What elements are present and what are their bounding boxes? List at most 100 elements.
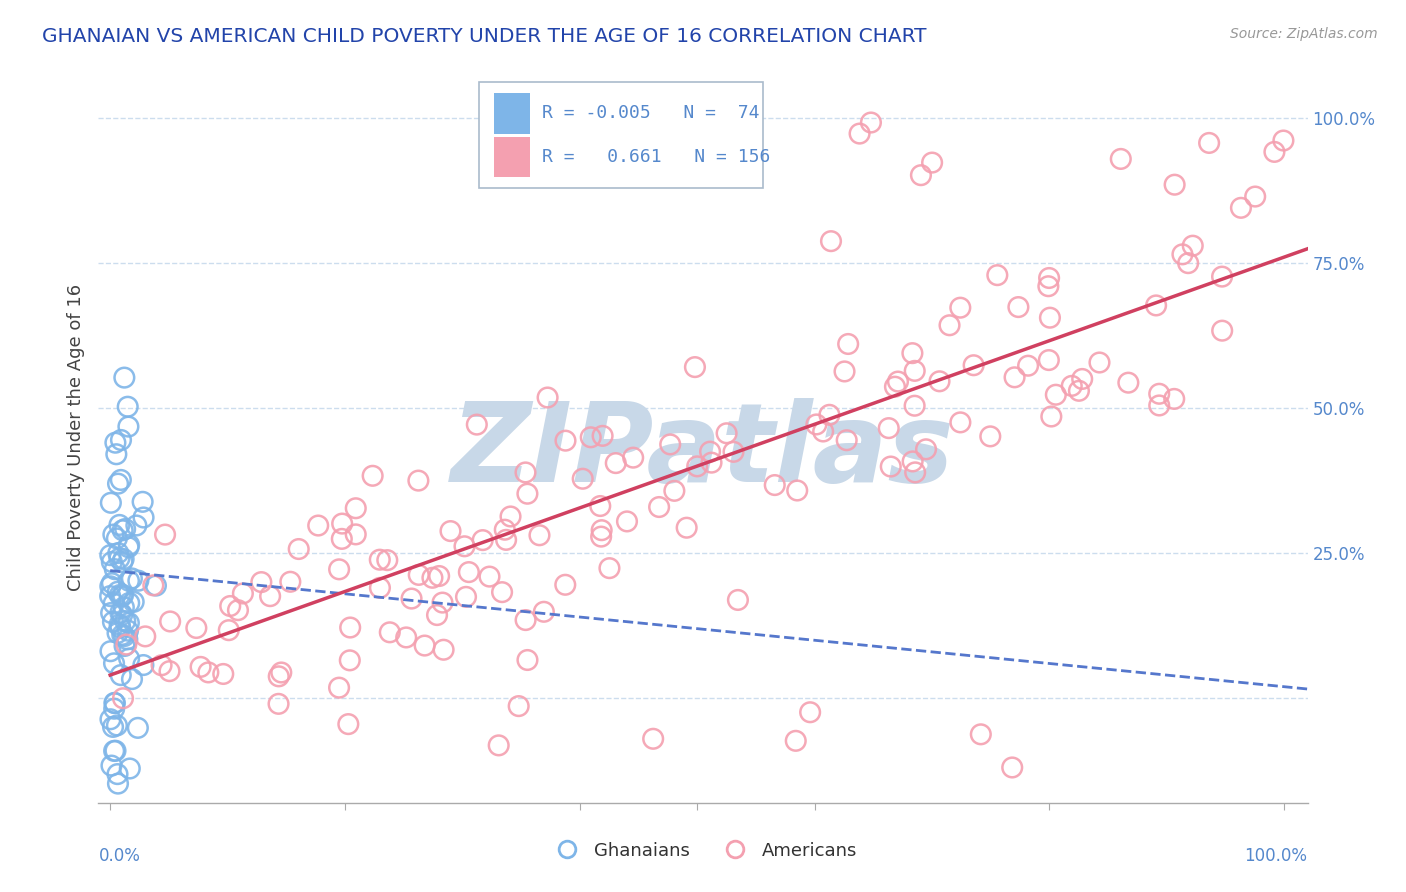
Point	[494, 523, 516, 537]
Point	[910, 168, 932, 182]
Point	[591, 523, 613, 537]
Point	[103, 701, 125, 715]
Point	[488, 739, 510, 753]
Point	[328, 562, 350, 576]
Point	[100, 712, 122, 726]
Point	[105, 447, 128, 461]
Point	[278, 574, 301, 589]
Point	[1147, 399, 1170, 413]
Point	[592, 429, 614, 443]
Point	[232, 586, 254, 600]
FancyBboxPatch shape	[479, 82, 763, 188]
Point	[491, 585, 513, 599]
Point	[408, 474, 430, 488]
Point	[108, 588, 131, 602]
Point	[818, 408, 841, 422]
Point	[835, 434, 858, 448]
Point	[949, 301, 972, 315]
Point	[605, 456, 627, 470]
Point	[785, 734, 807, 748]
Point	[1198, 136, 1220, 150]
Point	[439, 524, 461, 538]
Point	[554, 578, 576, 592]
Point	[339, 653, 361, 667]
Point	[938, 318, 960, 333]
Point	[118, 762, 141, 776]
Point	[117, 540, 139, 554]
Point	[1244, 189, 1267, 203]
Point	[108, 617, 131, 632]
Point	[1071, 372, 1094, 386]
Point	[118, 574, 141, 588]
Point	[127, 721, 149, 735]
Point	[186, 621, 208, 635]
Point	[104, 562, 127, 576]
Point	[250, 575, 273, 590]
Point	[700, 456, 723, 470]
Text: ZIPatlas: ZIPatlas	[451, 398, 955, 505]
Point	[949, 416, 972, 430]
Point	[110, 473, 132, 487]
Point	[159, 664, 181, 678]
Point	[1171, 247, 1194, 261]
Point	[197, 665, 219, 680]
Point	[699, 444, 721, 458]
Point	[1211, 269, 1233, 284]
Point	[219, 599, 242, 613]
Point	[877, 421, 900, 435]
Point	[134, 629, 156, 643]
Point	[118, 596, 141, 610]
FancyBboxPatch shape	[494, 137, 530, 178]
Point	[413, 639, 436, 653]
Point	[212, 667, 235, 681]
Point	[432, 596, 454, 610]
Point	[159, 615, 181, 629]
Point	[884, 380, 907, 394]
Point	[132, 510, 155, 524]
Point	[859, 115, 882, 129]
Point	[330, 516, 353, 531]
Point	[616, 515, 638, 529]
Point	[1004, 370, 1026, 384]
Point	[471, 533, 494, 548]
Point	[1230, 201, 1253, 215]
Point	[368, 552, 391, 566]
Point	[103, 657, 125, 671]
Point	[516, 487, 538, 501]
Point	[107, 776, 129, 790]
Text: R =   0.661   N = 156: R = 0.661 N = 156	[543, 148, 770, 166]
Point	[716, 426, 738, 441]
Y-axis label: Child Poverty Under the Age of 16: Child Poverty Under the Age of 16	[66, 284, 84, 591]
Point	[499, 509, 522, 524]
Point	[533, 605, 555, 619]
Point	[226, 603, 249, 617]
Point	[110, 668, 132, 682]
Point	[1001, 760, 1024, 774]
Point	[1038, 279, 1060, 293]
Point	[1039, 310, 1062, 325]
Point	[361, 468, 384, 483]
Point	[763, 478, 786, 492]
Point	[904, 399, 927, 413]
Point	[104, 435, 127, 450]
Point	[1060, 379, 1083, 393]
Point	[142, 578, 165, 592]
Point	[98, 548, 121, 562]
Point	[330, 532, 353, 546]
Point	[101, 720, 124, 734]
Point	[648, 500, 671, 514]
Point	[190, 660, 212, 674]
Point	[105, 532, 128, 546]
Point	[686, 459, 709, 474]
Point	[127, 574, 149, 588]
Point	[571, 472, 593, 486]
Point	[101, 615, 124, 629]
Point	[426, 608, 449, 623]
Point	[508, 699, 530, 714]
Point	[100, 496, 122, 510]
Point	[103, 527, 125, 541]
Point	[848, 127, 870, 141]
Point	[110, 433, 132, 447]
Point	[145, 578, 167, 592]
Point	[112, 370, 135, 384]
